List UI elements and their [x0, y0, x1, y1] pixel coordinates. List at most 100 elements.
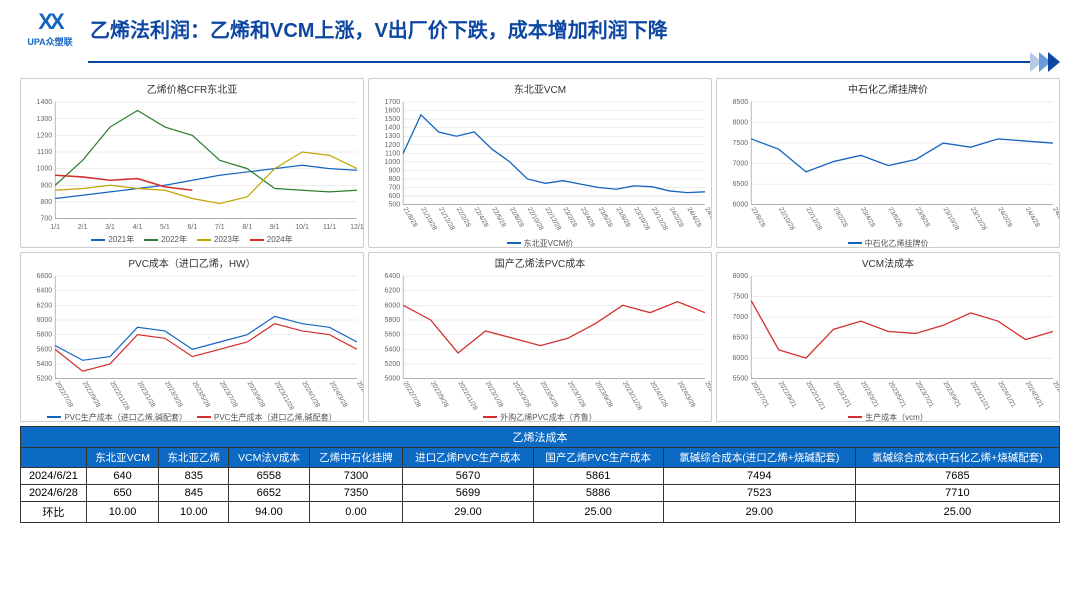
svg-text:23/12/28: 23/12/28: [969, 206, 988, 232]
svg-text:2024/3/28: 2024/3/28: [676, 380, 697, 409]
table-cell: 0.00: [309, 502, 403, 523]
svg-text:6000: 6000: [733, 355, 749, 362]
svg-text:6000: 6000: [385, 302, 401, 309]
svg-text:3/1: 3/1: [105, 223, 115, 231]
svg-text:6000: 6000: [37, 317, 53, 324]
svg-text:22/2/28: 22/2/28: [455, 206, 472, 229]
svg-text:23/4/28: 23/4/28: [859, 206, 876, 229]
table-cell: 29.00: [403, 502, 533, 523]
svg-text:6000: 6000: [733, 202, 749, 209]
legend-swatch: [848, 242, 862, 244]
chart-body: 520054005600580060006200640066002022/7/2…: [21, 272, 363, 411]
table-col-header: 国产乙烯PVC生产成本: [533, 448, 663, 468]
svg-text:23/2/28: 23/2/28: [832, 206, 849, 229]
table-cell: 25.00: [855, 502, 1059, 523]
svg-text:2023/11/21: 2023/11/21: [969, 380, 991, 411]
svg-text:6500: 6500: [733, 335, 749, 342]
table-cell: 7685: [855, 468, 1059, 485]
chart-body: 60006500700075008000850022/8/2822/10/282…: [717, 98, 1059, 237]
svg-text:2023/1/21: 2023/1/21: [832, 380, 853, 409]
svg-text:10/1: 10/1: [295, 223, 309, 231]
legend-label: PVC生产成本（进口乙烯,碱配套）: [214, 412, 337, 422]
svg-text:23/2/28: 23/2/28: [561, 206, 578, 229]
svg-text:24/6/28: 24/6/28: [1051, 206, 1059, 229]
legend-label: 2022年: [161, 234, 187, 245]
table-col-header: 乙烯中石化挂牌: [309, 448, 403, 468]
svg-text:23/8/28: 23/8/28: [614, 206, 631, 229]
table-super-header: 乙烯法成本: [21, 427, 1060, 448]
table-cell: 845: [159, 485, 229, 502]
svg-text:2024/1/28: 2024/1/28: [648, 380, 669, 409]
svg-text:7000: 7000: [733, 161, 749, 168]
table-cell: 7300: [309, 468, 403, 485]
legend-swatch: [483, 416, 497, 418]
svg-text:23/10/28: 23/10/28: [632, 206, 651, 232]
legend-item: 外购乙烯PVC成本（齐鲁）: [483, 412, 596, 422]
chart-body: 5006007008009001000110012001300140015001…: [369, 98, 711, 237]
chevron-icon: [1048, 52, 1060, 72]
chart-legend: 2021年2022年2023年2024年: [21, 233, 363, 247]
table-cell: 640: [86, 468, 159, 485]
chart-legend: 生产成本（vcm）: [717, 411, 1059, 422]
svg-text:2/1: 2/1: [78, 223, 88, 231]
svg-text:1300: 1300: [385, 133, 401, 140]
svg-text:23/8/28: 23/8/28: [914, 206, 931, 229]
svg-text:1100: 1100: [37, 148, 52, 156]
table-cell: 7350: [309, 485, 403, 502]
svg-text:24/4/28: 24/4/28: [685, 206, 702, 229]
chart-legend: 东北亚VCM价: [369, 237, 711, 248]
svg-text:22/12/28: 22/12/28: [543, 206, 562, 232]
chart-title: 中石化乙烯挂牌价: [717, 79, 1059, 98]
svg-text:5800: 5800: [37, 332, 53, 339]
svg-text:5/1: 5/1: [160, 223, 170, 231]
table-col-header: VCM法V成本: [229, 448, 309, 468]
legend-swatch: [144, 239, 158, 241]
chart-body: 5500600065007000750080002022/7/212022/9/…: [717, 272, 1059, 411]
svg-text:2022/11/21: 2022/11/21: [804, 380, 826, 411]
table-cell: 6558: [229, 468, 309, 485]
table-cell: 650: [86, 485, 159, 502]
svg-text:4/1: 4/1: [133, 223, 143, 231]
svg-text:8/1: 8/1: [242, 223, 252, 231]
legend-label: 东北亚VCM价: [524, 238, 574, 248]
svg-text:1500: 1500: [385, 116, 401, 123]
table-col-header: 东北亚VCM: [86, 448, 159, 468]
table-cell: 5699: [403, 485, 533, 502]
legend-swatch: [47, 416, 61, 418]
svg-text:2024/3/28: 2024/3/28: [328, 380, 349, 409]
legend-label: 外购乙烯PVC成本（齐鲁）: [500, 412, 596, 422]
legend-item: 2021年: [91, 234, 134, 245]
svg-text:2023/1/28: 2023/1/28: [136, 380, 157, 409]
legend-item: 2023年: [197, 234, 240, 245]
cost-table-wrap: 乙烯法成本东北亚VCM东北亚乙烯VCM法V成本乙烯中石化挂牌进口乙烯PVC生产成…: [0, 422, 1080, 523]
svg-text:2022/11/28: 2022/11/28: [456, 380, 478, 411]
legend-item: PVC生产成本（进口乙烯,碱配套）: [47, 412, 187, 422]
svg-text:2024/5/28: 2024/5/28: [703, 380, 711, 409]
svg-text:24/2/28: 24/2/28: [996, 206, 1013, 229]
legend-label: 中石化乙烯挂牌价: [865, 238, 929, 248]
svg-text:1400: 1400: [385, 125, 401, 132]
chart-body: 700800900100011001200130014001/12/13/14/…: [21, 98, 363, 233]
svg-text:22/8/28: 22/8/28: [749, 206, 766, 229]
svg-text:8000: 8000: [733, 120, 749, 127]
table-cell: 2024/6/28: [21, 485, 87, 502]
svg-text:900: 900: [40, 181, 52, 189]
chart-body: 500052005400560058006000620064002022/7/2…: [369, 272, 711, 411]
svg-text:23/12/28: 23/12/28: [650, 206, 669, 232]
table-row: 2024/6/28650845665273505699588675237710: [21, 485, 1060, 502]
table-cell: 5670: [403, 468, 533, 485]
svg-text:21/10/28: 21/10/28: [419, 206, 438, 232]
table-cell: 29.00: [663, 502, 855, 523]
svg-text:2024/3/21: 2024/3/21: [1024, 380, 1045, 409]
svg-text:22/12/28: 22/12/28: [804, 206, 823, 232]
svg-text:2024/1/21: 2024/1/21: [996, 380, 1017, 409]
svg-text:6/1: 6/1: [187, 223, 197, 231]
svg-text:2024/1/28: 2024/1/28: [300, 380, 321, 409]
table-col-header: 氯碱综合成本(中石化乙烯+烧碱配套): [855, 448, 1059, 468]
svg-text:23/4/28: 23/4/28: [579, 206, 596, 229]
svg-text:1000: 1000: [37, 165, 53, 173]
svg-text:8000: 8000: [733, 273, 749, 280]
svg-text:600: 600: [388, 193, 400, 200]
svg-text:1100: 1100: [385, 150, 400, 157]
svg-text:22/4/28: 22/4/28: [472, 206, 489, 229]
